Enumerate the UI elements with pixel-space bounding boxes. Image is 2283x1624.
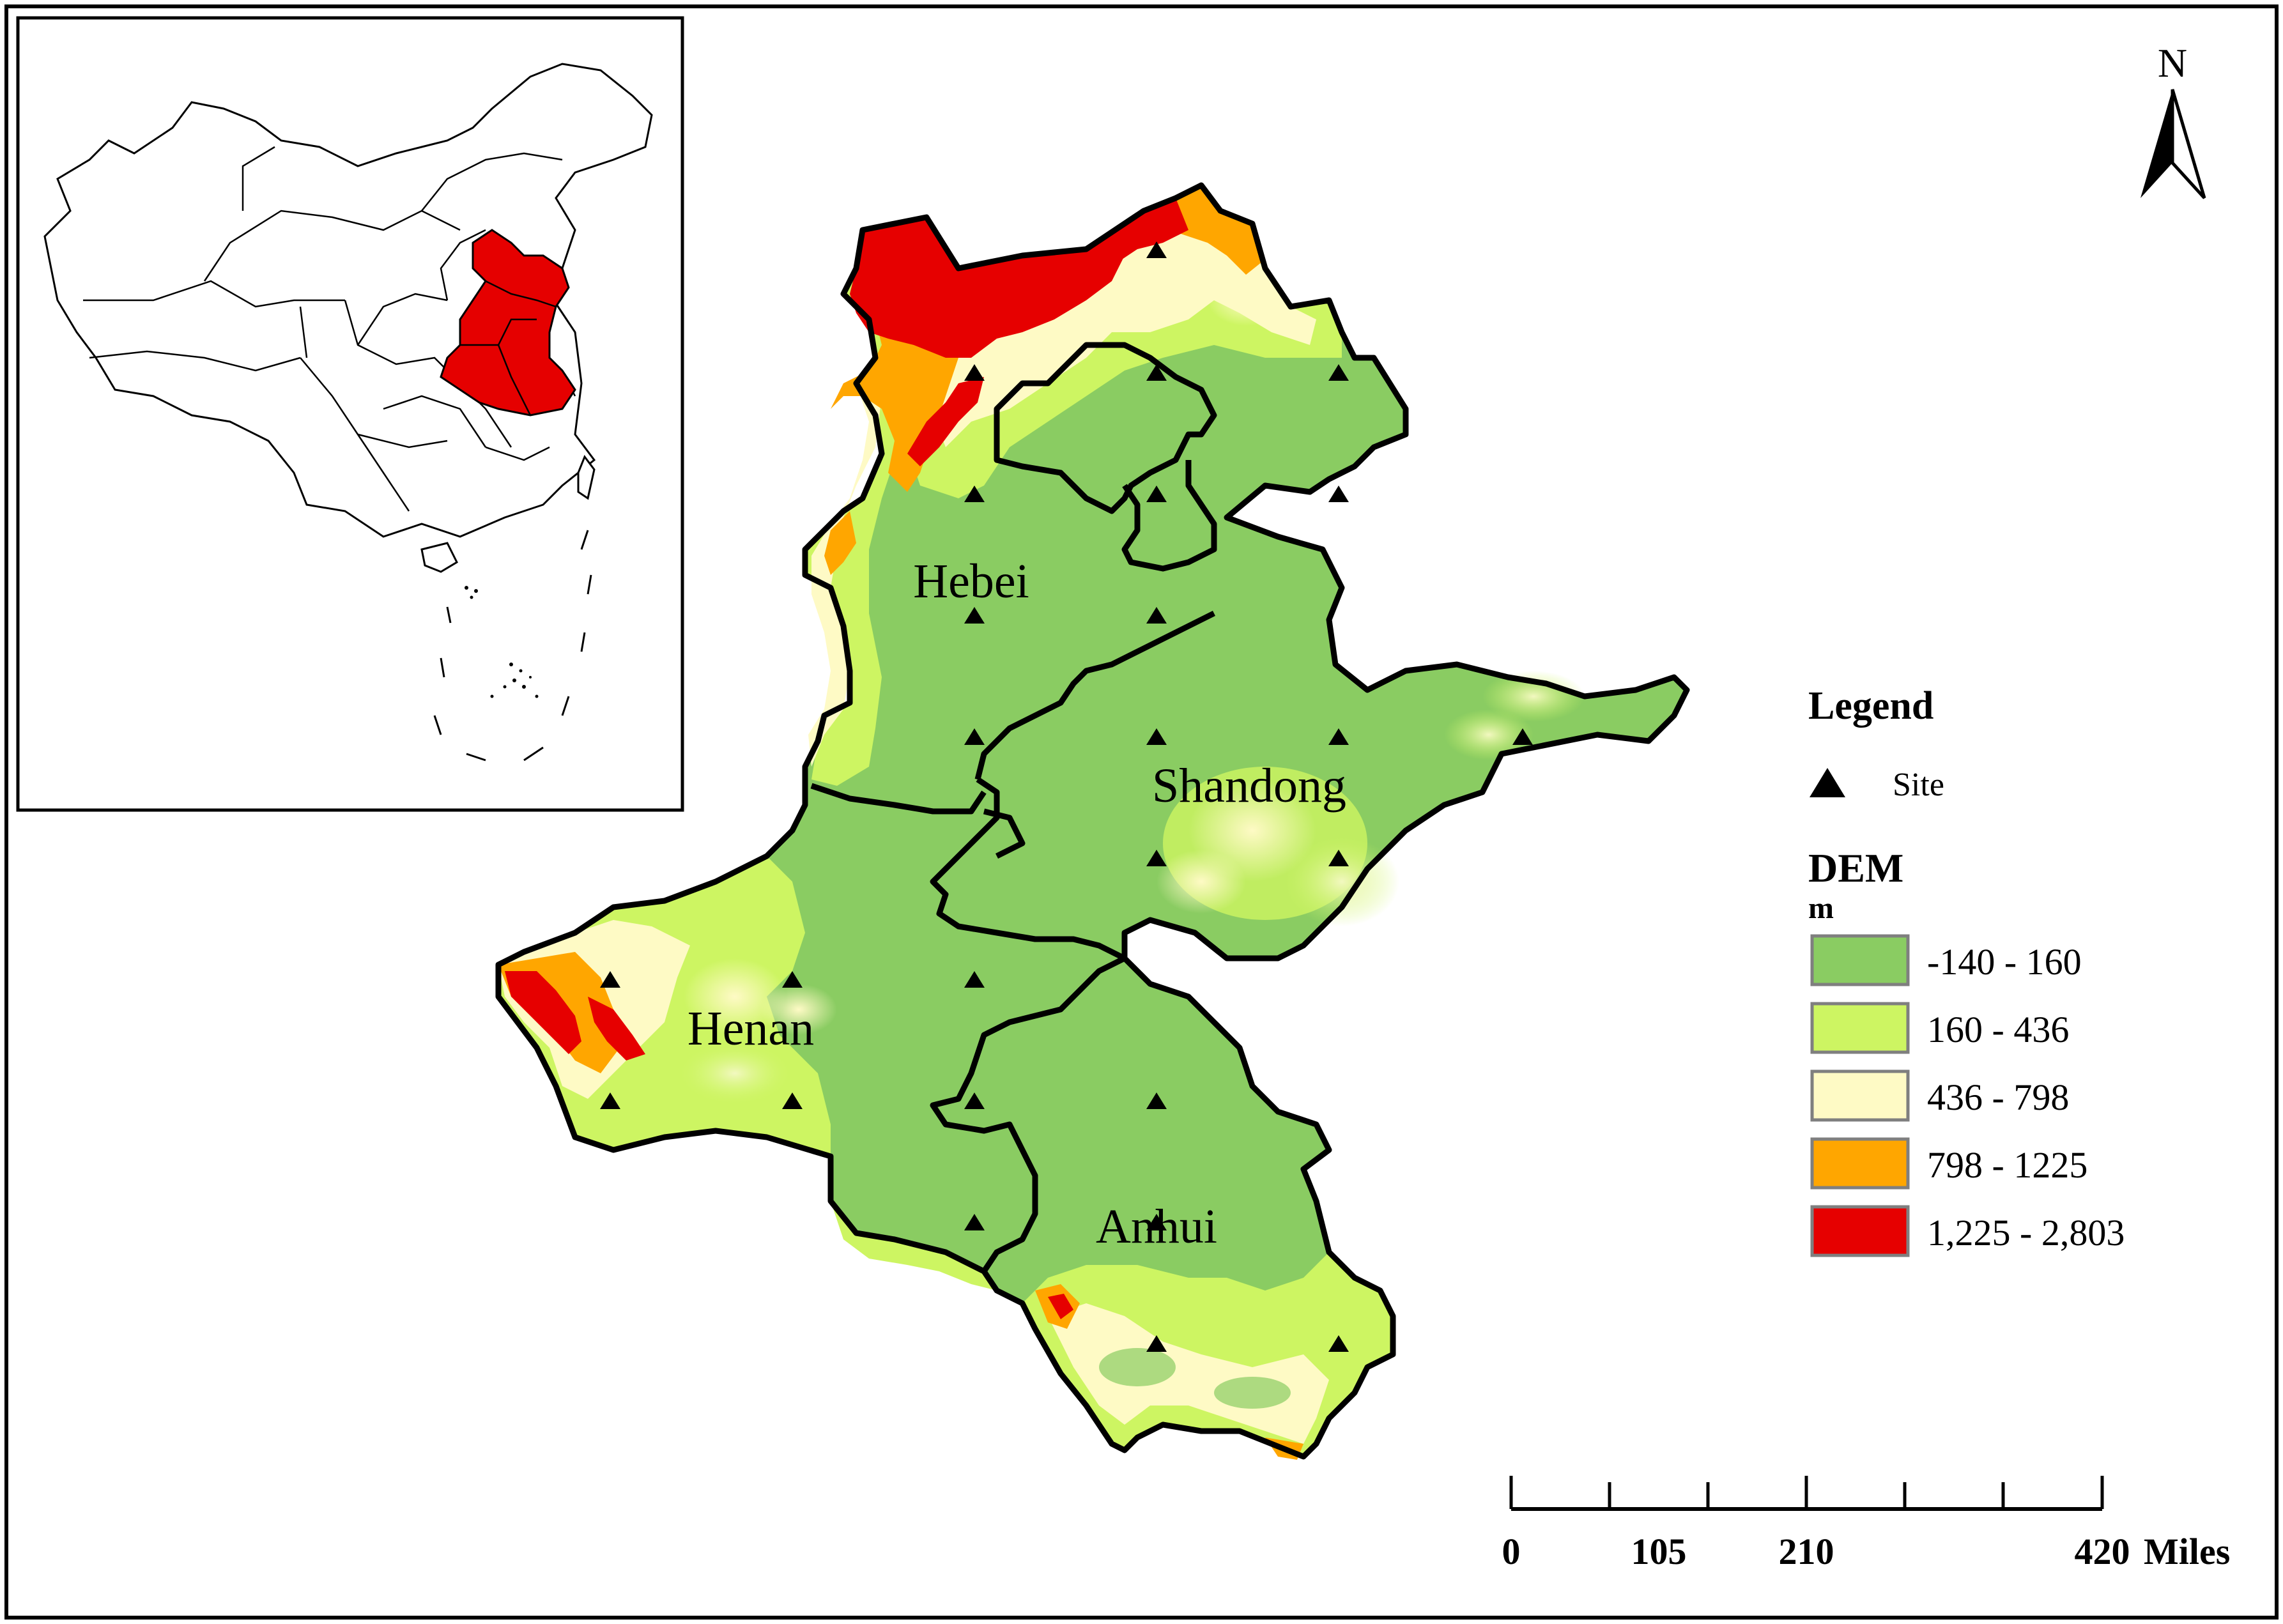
dem-henan-hills-3 xyxy=(677,1041,792,1105)
north-arrow-left-half xyxy=(2141,89,2172,198)
legend-dem-classes: -140 - 160 160 - 436 436 - 798 798 - 122… xyxy=(1810,934,2125,1257)
dem-hebei-west-orange xyxy=(824,511,856,575)
dem-north-red-2 xyxy=(1086,198,1188,262)
dem-hebei-west-yellow xyxy=(808,358,882,767)
legend-title: Legend xyxy=(1808,684,1933,728)
site-marker xyxy=(1146,241,1167,258)
dem-henan-west-red xyxy=(505,971,581,1054)
legend-dem-unit: m xyxy=(1808,891,1834,925)
site-marker xyxy=(1146,728,1167,745)
inset-map xyxy=(16,16,684,812)
legend-class-label: 1,225 - 2,803 xyxy=(1927,1212,2125,1253)
legend-swatch xyxy=(1810,1205,1910,1257)
site-marker xyxy=(1146,850,1167,866)
dem-north-highlight-1 xyxy=(1099,275,1201,326)
henan-anhui-border xyxy=(930,955,1126,1273)
site-marker xyxy=(1146,486,1167,502)
site-marker xyxy=(782,1092,803,1109)
north-arrow: N xyxy=(2141,40,2206,199)
site-marker xyxy=(1146,1335,1167,1352)
legend-site-label: Site xyxy=(1893,767,1944,803)
site-marker xyxy=(964,1214,985,1230)
legend-class-label: 798 - 1225 xyxy=(1927,1144,2087,1186)
study-area-outline xyxy=(495,182,1690,1460)
dem-north-highlight-2 xyxy=(1208,275,1284,326)
dem-anhui-south-red xyxy=(1048,1294,1073,1319)
scale-tick-label: 105 xyxy=(1631,1531,1687,1572)
henan-shandong-border-2 xyxy=(983,808,1026,859)
scale-bar-ticks xyxy=(1509,1476,2104,1509)
site-marker xyxy=(1512,728,1533,745)
legend-swatch xyxy=(1810,1137,1910,1190)
site-marker xyxy=(964,486,985,502)
study-area-map: Hebei Shandong Henan Anhui xyxy=(495,182,1690,1460)
province-label-henan: Henan xyxy=(688,1002,814,1055)
north-arrow-right-half xyxy=(2171,89,2206,199)
beijing-tianjin-border xyxy=(994,342,1217,514)
inset-hainan xyxy=(420,542,458,573)
scale-tick-label: 420 xyxy=(2075,1531,2130,1572)
province-label-shandong: Shandong xyxy=(1152,759,1346,813)
dem-henan-west-red-2 xyxy=(588,997,645,1061)
legend-class-label: 160 - 436 xyxy=(1927,1009,2069,1050)
province-borders xyxy=(495,182,1690,1460)
inset-nine-dash-line xyxy=(433,530,592,762)
site-marker xyxy=(1328,728,1349,745)
province-label-anhui: Anhui xyxy=(1096,1200,1217,1253)
legend-swatch xyxy=(1810,934,1910,986)
north-label: N xyxy=(2158,40,2187,86)
dem-shandong-hills-4 xyxy=(1157,850,1246,914)
dem-shandong-hills-3 xyxy=(1284,837,1399,926)
inset-highlight-borders xyxy=(460,280,557,416)
site-marker xyxy=(1146,1214,1167,1230)
legend-site-symbol xyxy=(1810,768,1845,797)
dem-peninsula-hills-1 xyxy=(1482,671,1585,722)
dem-henan-hills-1 xyxy=(684,958,786,1035)
scale-tick-label: 210 xyxy=(1779,1531,1834,1572)
legend: Legend Site DEM m -140 - 160 160 - 436 4… xyxy=(1808,684,2125,1257)
dem-peninsula-hills-2 xyxy=(1444,709,1534,760)
scale-unit-label: Miles xyxy=(2144,1531,2230,1572)
site-marker xyxy=(1146,607,1167,624)
site-marker xyxy=(964,728,985,745)
legend-swatch xyxy=(1810,1002,1910,1054)
dem-henan-hills-2 xyxy=(760,984,837,1035)
site-marker xyxy=(964,364,985,381)
site-markers xyxy=(600,241,1533,1352)
inset-taiwan xyxy=(577,454,596,500)
dem-north-red-3 xyxy=(907,377,984,466)
dem-anhui-green-2 xyxy=(1214,1377,1291,1409)
dem-anhui-green-1 xyxy=(1099,1348,1176,1386)
china-outline xyxy=(43,63,653,538)
hebei-henan-border xyxy=(810,783,987,815)
site-marker xyxy=(1146,364,1167,381)
legend-dem-title: DEM xyxy=(1808,845,1903,891)
inset-province-borders xyxy=(83,146,576,512)
legend-class-label: 436 - 798 xyxy=(1927,1076,2069,1118)
site-marker xyxy=(782,971,803,988)
legend-class-label: -140 - 160 xyxy=(1927,941,2082,983)
site-marker xyxy=(1146,1092,1167,1109)
site-marker xyxy=(600,971,620,988)
site-marker xyxy=(1328,1335,1349,1352)
site-marker xyxy=(1328,486,1349,502)
shandong-west-border xyxy=(930,777,1126,961)
site-marker xyxy=(964,971,985,988)
tianjin-border xyxy=(1121,460,1217,572)
inset-islands xyxy=(465,586,539,698)
scale-bar: 0 105 210 420 Miles xyxy=(1502,1476,2230,1572)
inset-highlight-provinces xyxy=(440,229,576,417)
site-marker xyxy=(964,1092,985,1109)
province-label-hebei: Hebei xyxy=(913,555,1029,608)
scale-tick-label: 0 xyxy=(1502,1531,1521,1572)
legend-swatch xyxy=(1810,1069,1910,1122)
site-marker xyxy=(1328,850,1349,866)
site-marker xyxy=(600,1092,620,1109)
hebei-shandong-border xyxy=(974,610,1216,781)
site-marker xyxy=(1328,364,1349,381)
site-marker xyxy=(964,607,985,624)
dem-anhui-south-yellow xyxy=(1048,1303,1329,1444)
